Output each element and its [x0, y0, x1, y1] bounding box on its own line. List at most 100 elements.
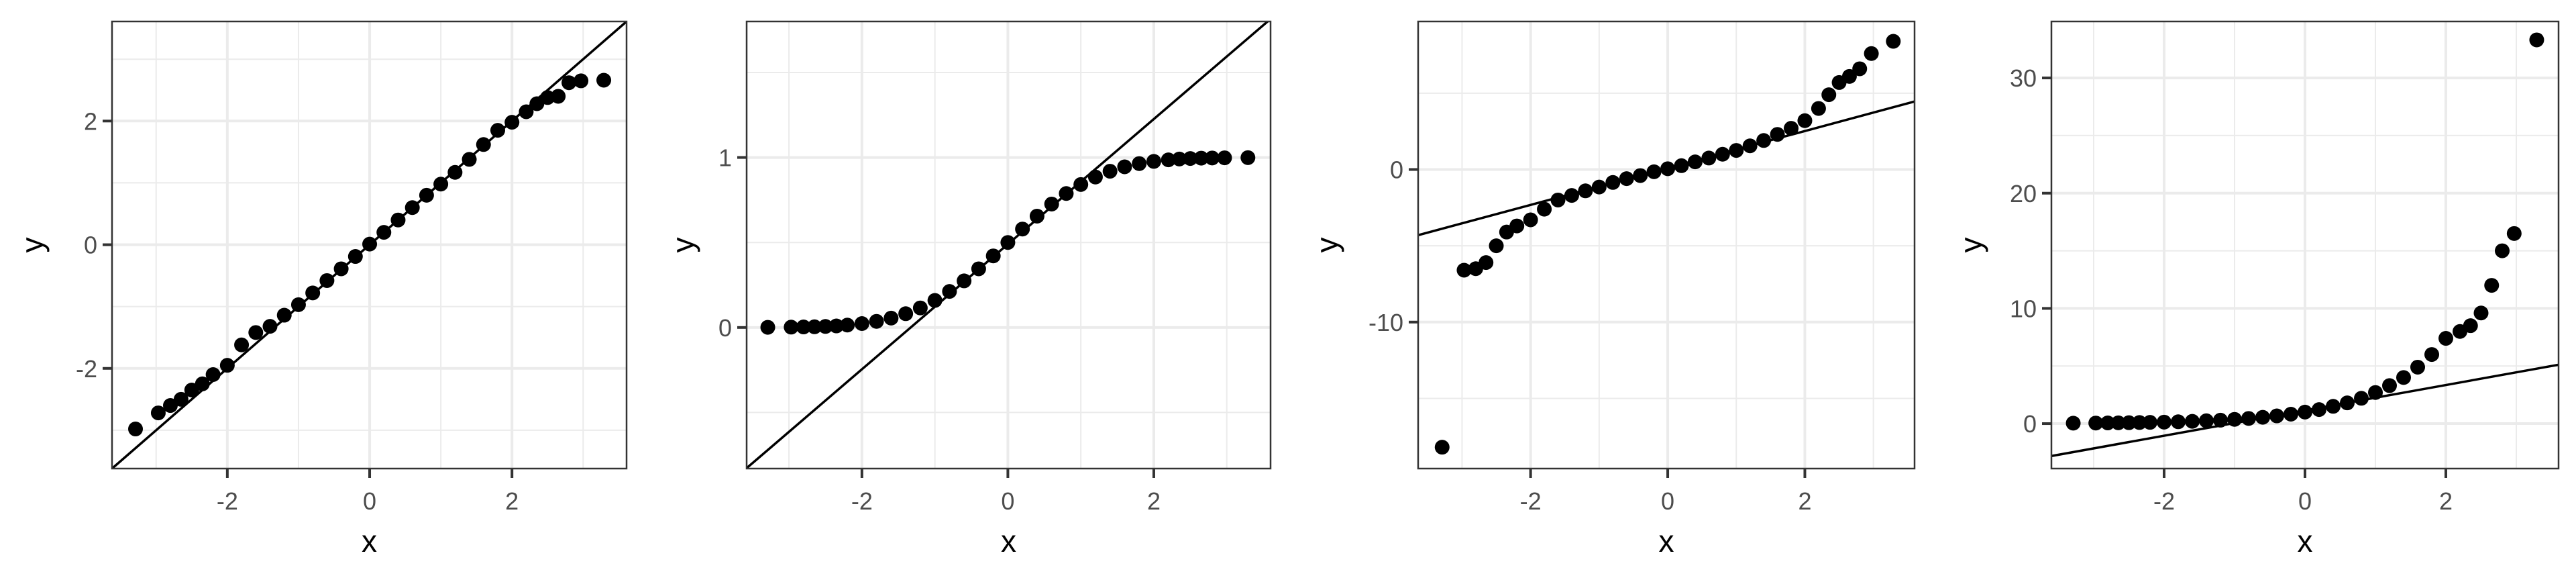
- panel-border: [1417, 20, 1916, 470]
- x-tick-label: 0: [1661, 487, 1674, 515]
- data-point: [574, 73, 589, 89]
- data-point: [1660, 161, 1676, 177]
- y-axis-title: y: [1953, 238, 1988, 253]
- data-point: [1117, 159, 1132, 175]
- data-point: [1434, 440, 1450, 455]
- data-point: [2438, 331, 2453, 346]
- data-point: [276, 307, 292, 323]
- data-point: [1029, 208, 1044, 224]
- data-point: [405, 200, 420, 215]
- data-point: [1864, 46, 1879, 61]
- y-axis-title: y: [1309, 238, 1344, 253]
- data-point: [1591, 179, 1607, 195]
- data-point: [1509, 218, 1525, 234]
- data-point: [760, 320, 775, 335]
- data-point: [2298, 404, 2312, 420]
- data-point: [2110, 415, 2126, 430]
- data-point: [596, 72, 612, 88]
- data-point: [1578, 183, 1593, 199]
- y-tick-label: 30: [2010, 64, 2037, 92]
- data-point: [1784, 121, 1799, 136]
- panel-3: -2 0 2 -10 0 x y: [1309, 20, 1916, 559]
- x-tick-label: -2: [851, 487, 873, 515]
- data-point: [1729, 143, 1744, 158]
- data-point: [1646, 164, 1662, 179]
- data-point: [1240, 150, 1256, 165]
- data-point: [1146, 154, 1161, 169]
- data-point: [150, 405, 166, 421]
- data-point: [1479, 255, 1494, 271]
- y-tick-label: 0: [1390, 156, 1403, 183]
- data-point: [1811, 101, 1826, 116]
- data-point: [2100, 416, 2115, 431]
- data-point: [2396, 370, 2411, 385]
- data-point: [898, 306, 914, 322]
- data-point: [1183, 151, 1198, 166]
- data-point: [2495, 243, 2510, 258]
- x-tick-label: 0: [2298, 487, 2312, 515]
- y-tick-label: 0: [2023, 410, 2037, 438]
- data-point: [1161, 152, 1176, 168]
- data-point: [2185, 414, 2200, 429]
- data-point: [1756, 133, 1772, 148]
- data-point: [1605, 175, 1621, 190]
- data-point: [985, 248, 1001, 264]
- points: [760, 150, 1256, 335]
- data-point: [1000, 235, 1016, 250]
- data-point: [173, 391, 189, 407]
- data-point: [1633, 168, 1648, 183]
- data-point: [927, 293, 943, 308]
- data-point: [551, 89, 566, 104]
- data-point: [2368, 385, 2383, 400]
- data-point: [447, 164, 463, 180]
- data-point: [2199, 413, 2214, 428]
- x-tick-label: 0: [1001, 487, 1014, 515]
- x-tick-label: 2: [505, 487, 519, 515]
- x-axis-title: x: [362, 524, 377, 559]
- data-point: [162, 398, 178, 414]
- x-axis-title: x: [1659, 524, 1674, 559]
- x-tick-label: 2: [2439, 487, 2453, 515]
- data-point: [2473, 305, 2489, 321]
- data-point: [1852, 61, 1868, 77]
- data-point: [433, 177, 449, 192]
- data-point: [184, 383, 199, 398]
- y-tick-label: -2: [76, 355, 97, 383]
- y-tick-label: 0: [84, 232, 97, 259]
- data-point: [1770, 127, 1785, 142]
- data-point: [2484, 278, 2500, 293]
- data-point: [205, 367, 221, 382]
- data-point: [2241, 411, 2256, 426]
- data-point: [1193, 150, 1209, 166]
- data-point: [234, 337, 250, 352]
- x-tick-label: 2: [1798, 487, 1811, 515]
- y-tick-label: 0: [718, 314, 732, 342]
- data-point: [796, 320, 811, 335]
- data-point: [419, 187, 434, 203]
- data-point: [1841, 68, 1857, 84]
- x-axis-title: x: [2298, 524, 2313, 559]
- data-point: [2269, 408, 2284, 424]
- data-point: [2088, 416, 2104, 431]
- data-point: [2227, 412, 2242, 427]
- data-point: [1701, 150, 1717, 166]
- data-point: [883, 310, 899, 326]
- data-point: [1619, 171, 1634, 187]
- data-point: [854, 316, 869, 331]
- data-point: [1821, 87, 1837, 103]
- data-point: [1674, 158, 1689, 173]
- data-point: [1102, 164, 1118, 179]
- data-point: [1550, 192, 1566, 207]
- data-point: [957, 273, 972, 289]
- data-point: [290, 297, 306, 312]
- data-point: [128, 422, 144, 437]
- data-point: [1489, 238, 1504, 254]
- data-point: [2284, 406, 2298, 422]
- data-point: [305, 285, 321, 301]
- data-point: [2132, 415, 2147, 430]
- data-point: [1015, 222, 1030, 237]
- points: [1434, 34, 1901, 455]
- data-point: [1797, 113, 1813, 128]
